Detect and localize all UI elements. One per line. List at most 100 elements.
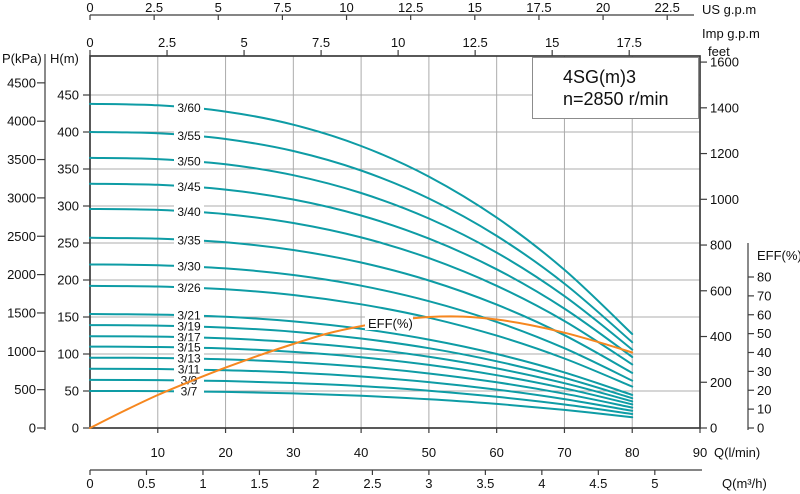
curve-label-bg — [174, 374, 204, 388]
feet-axis-tick-label: 600 — [710, 283, 732, 298]
curve-label-bg — [174, 319, 204, 333]
curve-label-bg — [174, 384, 204, 398]
curve-label-bg — [174, 101, 204, 115]
feet-axis-tick-label: 200 — [710, 375, 732, 390]
axis-label-feet: feet — [708, 44, 730, 59]
imp-gpm-tick-label: 0 — [86, 35, 93, 50]
q-m3h-tick-label: 0 — [86, 476, 93, 491]
h-axis-tick-label: 200 — [57, 273, 79, 288]
axis-label-imp-gpm: Imp g.p.m — [702, 26, 760, 41]
curve-label-bg — [174, 309, 204, 323]
us-gpm-tick-label: 10 — [339, 0, 353, 15]
q-m3h-tick-label: 3.5 — [476, 476, 494, 491]
us-gpm-tick-label: 20 — [596, 0, 610, 15]
curve-label-3-13: 3/13 — [177, 352, 201, 366]
curve-label-bg — [174, 341, 204, 355]
us-gpm-tick-label: 5 — [215, 0, 222, 15]
p-axis-tick-label: 4000 — [7, 114, 36, 129]
us-gpm-tick-label: 22.5 — [655, 0, 680, 15]
axis-label-q-lmin: Q(l/min) — [714, 445, 761, 460]
feet-axis-tick-label: 400 — [710, 329, 732, 344]
curve-label-bg — [174, 154, 204, 168]
curve-label-3-30: 3/30 — [177, 260, 201, 274]
efficiency-curve — [89, 315, 634, 429]
curve-label-3-11: 3/11 — [178, 363, 201, 377]
p-axis-tick-label: 3000 — [7, 190, 36, 205]
feet-axis-tick-label: 0 — [710, 421, 717, 436]
eff-axis-tick-label: 30 — [757, 364, 771, 379]
eff-curve-label: EFF(%) — [368, 316, 413, 331]
imp-gpm-tick-label: 7.5 — [312, 35, 330, 50]
eff-axis-tick-label: 20 — [757, 383, 771, 398]
q-m3h-tick-label: 0.5 — [137, 476, 155, 491]
eff-axis-tick-label: 10 — [757, 402, 771, 417]
q-m3h-tick-label: 2 — [312, 476, 319, 491]
curve-label-bg — [174, 281, 204, 295]
curve-label-3-45: 3/45 — [177, 180, 201, 194]
chart-title: 4SG(m)3 — [563, 67, 637, 87]
p-axis-tick-label: 1500 — [7, 305, 36, 320]
curve-label-bg — [174, 352, 204, 366]
curve-label-bg — [174, 233, 204, 247]
curve-label-3-15: 3/15 — [177, 341, 201, 355]
h-axis-tick-label: 50 — [65, 384, 79, 399]
p-axis-tick-label: 0 — [29, 421, 36, 436]
q-lmin-tick-label: 90 — [693, 445, 707, 460]
h-axis-tick-label: 300 — [57, 199, 79, 214]
p-axis-tick-label: 2000 — [7, 267, 36, 282]
us-gpm-tick-label: 0 — [86, 0, 93, 15]
chart-title-box: 4SG(m)3 n=2850 r/min — [532, 57, 699, 119]
q-lmin-tick-label: 60 — [489, 445, 503, 460]
imp-gpm-tick-label: 2.5 — [158, 35, 176, 50]
p-axis-tick-label: 1000 — [7, 344, 36, 359]
eff-axis-tick-label: 80 — [757, 270, 771, 285]
h-axis-tick-label: 150 — [57, 310, 79, 325]
imp-gpm-tick-label: 17.5 — [617, 35, 642, 50]
curve-label-3-60: 3/60 — [177, 101, 201, 115]
axis-label-eff: EFF(%) — [757, 248, 800, 263]
feet-axis-tick-label: 1200 — [710, 146, 739, 161]
curve-label-bg — [174, 330, 204, 344]
q-m3h-tick-label: 4.5 — [589, 476, 607, 491]
curve-label-3-55: 3/55 — [177, 129, 201, 143]
axis-label-us-gpm: US g.p.m — [702, 2, 757, 17]
curve-label-bg — [174, 363, 204, 377]
imp-gpm-tick-label: 5 — [240, 35, 247, 50]
curve-label-3-7: 3/7 — [181, 384, 198, 398]
plot-border — [89, 55, 701, 429]
q-m3h-tick-label: 3 — [425, 476, 432, 491]
p-axis-tick-label: 3500 — [7, 152, 36, 167]
q-m3h-tick-label: 1.5 — [250, 476, 268, 491]
q-m3h-tick-label: 2.5 — [363, 476, 381, 491]
eff-curve-label-bg — [365, 316, 413, 330]
eff-axis-tick-label: 60 — [757, 307, 771, 322]
eff-axis-tick-label: 70 — [757, 288, 771, 303]
q-lmin-tick-label: 10 — [151, 445, 165, 460]
feet-axis-tick-label: 800 — [710, 238, 732, 253]
curve-label-3-40: 3/40 — [177, 205, 201, 219]
chart-subtitle: n=2850 r/min — [563, 89, 669, 109]
us-gpm-tick-label: 7.5 — [273, 0, 291, 15]
axis-label-q-m3h: Q(m³/h) — [722, 476, 767, 491]
q-lmin-tick-label: 40 — [354, 445, 368, 460]
us-gpm-tick-label: 15 — [468, 0, 482, 15]
axis-label-p-kpa: P(kPa) — [2, 51, 42, 66]
curve-label-3-19: 3/19 — [177, 319, 201, 333]
imp-gpm-tick-label: 10 — [391, 35, 405, 50]
curve-label-3-50: 3/50 — [177, 154, 201, 168]
h-axis-tick-label: 400 — [57, 125, 79, 140]
q-m3h-tick-label: 4 — [538, 476, 545, 491]
h-axis-tick-label: 350 — [57, 162, 79, 177]
p-axis-tick-label: 4500 — [7, 75, 36, 90]
curve-label-bg — [174, 260, 204, 274]
q-lmin-tick-label: 20 — [218, 445, 232, 460]
q-lmin-tick-label: 30 — [286, 445, 300, 460]
curve-label-3-35: 3/35 — [177, 233, 201, 247]
feet-axis-tick-label: 1000 — [710, 192, 739, 207]
us-gpm-tick-label: 17.5 — [526, 0, 551, 15]
feet-axis-tick-label: 1600 — [710, 55, 739, 70]
q-lmin-tick-label: 50 — [422, 445, 436, 460]
h-axis-tick-label: 250 — [57, 236, 79, 251]
